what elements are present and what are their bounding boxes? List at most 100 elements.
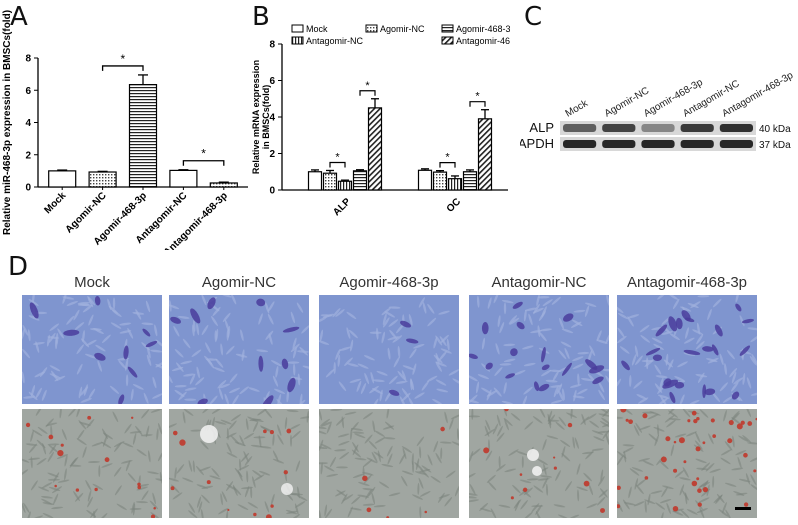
cell-texture xyxy=(399,453,406,465)
cell-texture xyxy=(589,420,600,428)
mineral-nodule xyxy=(153,506,156,510)
cell-texture xyxy=(469,375,478,382)
mineral-nodule xyxy=(253,512,257,517)
cell-texture xyxy=(641,359,654,363)
cell-texture xyxy=(697,295,710,298)
cell-texture xyxy=(737,456,742,469)
cell-texture xyxy=(321,421,333,427)
mineral-nodule xyxy=(617,485,621,490)
stain-image xyxy=(22,409,162,518)
cell-texture xyxy=(388,492,401,497)
cell-texture xyxy=(97,360,102,372)
cell-texture xyxy=(258,435,262,448)
cell-texture xyxy=(169,372,173,384)
cell-texture xyxy=(605,375,609,386)
cell-texture xyxy=(29,443,37,453)
cell-texture xyxy=(427,317,437,327)
cell-texture xyxy=(226,442,232,454)
bar-oc-agomir-nc xyxy=(432,171,448,191)
legend-swatch xyxy=(365,24,378,33)
legend-label: Antagomir-468-3p xyxy=(456,36,510,46)
cell-texture xyxy=(633,380,643,389)
cell-texture xyxy=(469,484,476,495)
cell-texture xyxy=(116,503,127,511)
stain-column-label-agomir-468: Agomir-468-3p xyxy=(339,274,439,291)
cell-texture xyxy=(211,315,218,327)
cell-texture xyxy=(452,378,459,385)
mineral-nodule xyxy=(130,416,134,420)
cell-texture xyxy=(384,391,392,402)
cell-texture xyxy=(679,484,685,496)
cell-texture xyxy=(22,469,29,477)
cell-texture xyxy=(721,449,732,456)
alp-positive-cell xyxy=(142,328,151,337)
cell-texture xyxy=(644,500,647,513)
tile-background xyxy=(469,409,609,518)
cell-texture xyxy=(636,478,647,487)
glare-spot xyxy=(200,425,218,443)
cell-texture xyxy=(218,388,224,400)
alp-positive-cell xyxy=(534,381,540,392)
cell-texture xyxy=(510,413,521,421)
cell-texture xyxy=(82,446,87,458)
cell-texture xyxy=(320,418,331,427)
cell-texture xyxy=(439,336,447,347)
cell-texture xyxy=(696,508,708,514)
cell-texture xyxy=(320,462,323,475)
cell-texture xyxy=(335,466,348,469)
scale-bar xyxy=(735,507,751,510)
cell-texture xyxy=(22,501,26,514)
cell-texture xyxy=(469,472,476,480)
cell-texture xyxy=(107,298,112,311)
cell-texture xyxy=(476,295,480,308)
cell-texture xyxy=(25,443,38,446)
cell-texture xyxy=(696,322,701,335)
alizarin-stain-mock xyxy=(22,409,162,518)
alp-positive-cell xyxy=(735,303,742,312)
cell-texture xyxy=(110,322,122,329)
cell-texture xyxy=(217,380,227,389)
cell-texture xyxy=(742,373,746,385)
y-tick-label-b: 8 xyxy=(269,40,275,51)
cell-texture xyxy=(339,346,351,351)
alp-positive-cell xyxy=(282,326,300,333)
cell-texture xyxy=(274,388,286,394)
cell-texture xyxy=(725,509,732,518)
mineral-nodule xyxy=(712,434,717,438)
cell-texture xyxy=(524,421,534,430)
cell-texture xyxy=(683,352,696,356)
cell-texture xyxy=(523,362,536,367)
cell-texture xyxy=(629,468,640,476)
cell-texture xyxy=(150,512,161,518)
cell-texture xyxy=(395,380,408,384)
cell-texture xyxy=(198,501,203,513)
cell-texture xyxy=(501,299,514,304)
cell-texture xyxy=(731,381,739,392)
cell-texture xyxy=(50,425,53,438)
cell-texture xyxy=(435,361,447,367)
y-tick-label-a: 0 xyxy=(25,183,31,194)
cell-texture xyxy=(226,345,235,355)
mineral-nodule xyxy=(678,437,685,444)
cell-texture xyxy=(535,511,542,518)
cell-texture xyxy=(722,396,734,403)
cell-texture xyxy=(469,399,480,404)
cell-texture xyxy=(319,329,324,342)
cell-texture xyxy=(22,324,29,336)
cell-texture xyxy=(49,365,61,372)
cell-texture xyxy=(371,452,378,463)
alp-positive-cell xyxy=(510,348,518,357)
cell-texture xyxy=(684,492,688,505)
alp-positive-cell xyxy=(681,310,691,321)
cell-texture xyxy=(412,494,423,500)
cell-texture xyxy=(471,409,474,420)
cell-texture xyxy=(284,417,288,430)
cell-texture xyxy=(685,431,697,437)
stain-image xyxy=(469,295,609,404)
alp-stain-agomir-468-3p xyxy=(319,295,459,404)
cell-texture xyxy=(201,485,214,489)
cell-texture xyxy=(450,413,459,420)
cell-texture xyxy=(742,435,752,444)
cell-texture xyxy=(661,486,668,498)
cell-texture xyxy=(485,419,491,431)
